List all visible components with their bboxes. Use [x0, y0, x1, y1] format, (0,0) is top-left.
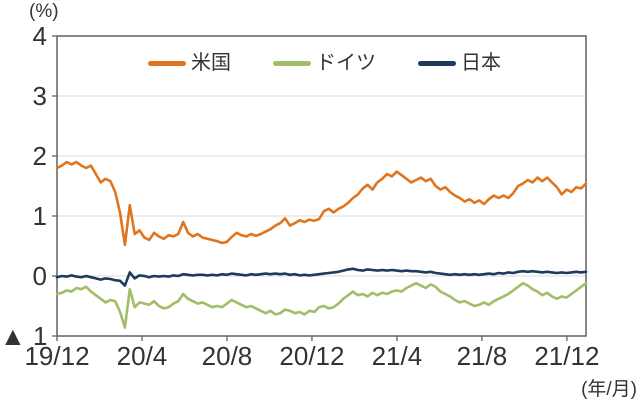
legend-swatch-icon — [273, 60, 311, 66]
y-axis-tick-label: 4 — [32, 21, 47, 51]
y-axis-tick-label: 2 — [32, 141, 47, 171]
plot-border — [56, 35, 587, 337]
y-axis-tick-label: 3 — [32, 81, 47, 111]
legend-swatch-icon — [418, 60, 456, 66]
y-axis-tick-label: 1 — [32, 201, 47, 231]
legend-label: 日本 — [461, 52, 501, 74]
legend-label: 米国 — [191, 52, 231, 74]
x-axis-unit-label: (年/月) — [581, 379, 637, 400]
x-axis-tick-label: 20/8 — [201, 341, 253, 371]
x-axis-tick-label: 21/12 — [534, 341, 600, 371]
x-axis-tick-label: 21/4 — [371, 341, 423, 371]
x-axis-tick-label: 19/12 — [24, 341, 90, 371]
x-axis-tick-label: 20/12 — [279, 341, 345, 371]
series-line-2 — [55, 267, 588, 287]
legend-label: ドイツ — [316, 52, 376, 74]
y-axis-unit-label: (%) — [29, 1, 59, 22]
legend-item: 米国 — [148, 52, 231, 74]
y-axis-tick-label: ▲ 1 — [0, 321, 48, 351]
series-line-0 — [55, 160, 588, 247]
legend: 米国 ドイツ 日本 — [148, 52, 501, 74]
x-axis-tick-label: 20/4 — [116, 341, 168, 371]
x-axis-tick-label: 21/8 — [456, 341, 508, 371]
legend-item: ドイツ — [273, 52, 376, 74]
legend-item: 日本 — [418, 52, 501, 74]
series-line-1 — [55, 281, 588, 329]
y-axis-tick-label: 0 — [32, 261, 47, 291]
legend-swatch-icon — [148, 60, 186, 66]
